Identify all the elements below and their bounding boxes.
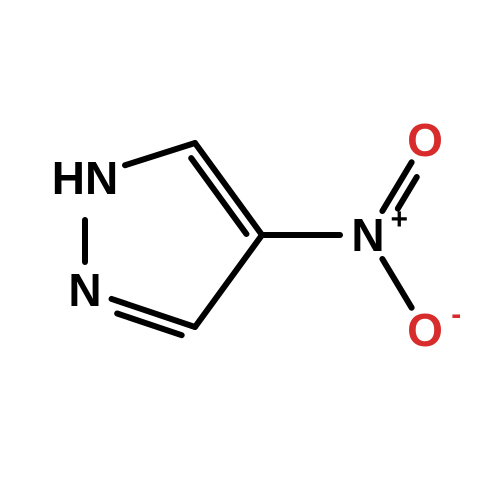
svg-text:O: O — [407, 114, 443, 166]
svg-text:+: + — [391, 203, 409, 236]
svg-text:N: N — [68, 264, 101, 316]
svg-text:O: O — [407, 304, 443, 356]
svg-text:-: - — [451, 298, 461, 331]
molecule-diagram: HNNN+OO- — [0, 0, 500, 500]
svg-text:HN: HN — [52, 152, 118, 204]
svg-text:N: N — [351, 209, 384, 261]
